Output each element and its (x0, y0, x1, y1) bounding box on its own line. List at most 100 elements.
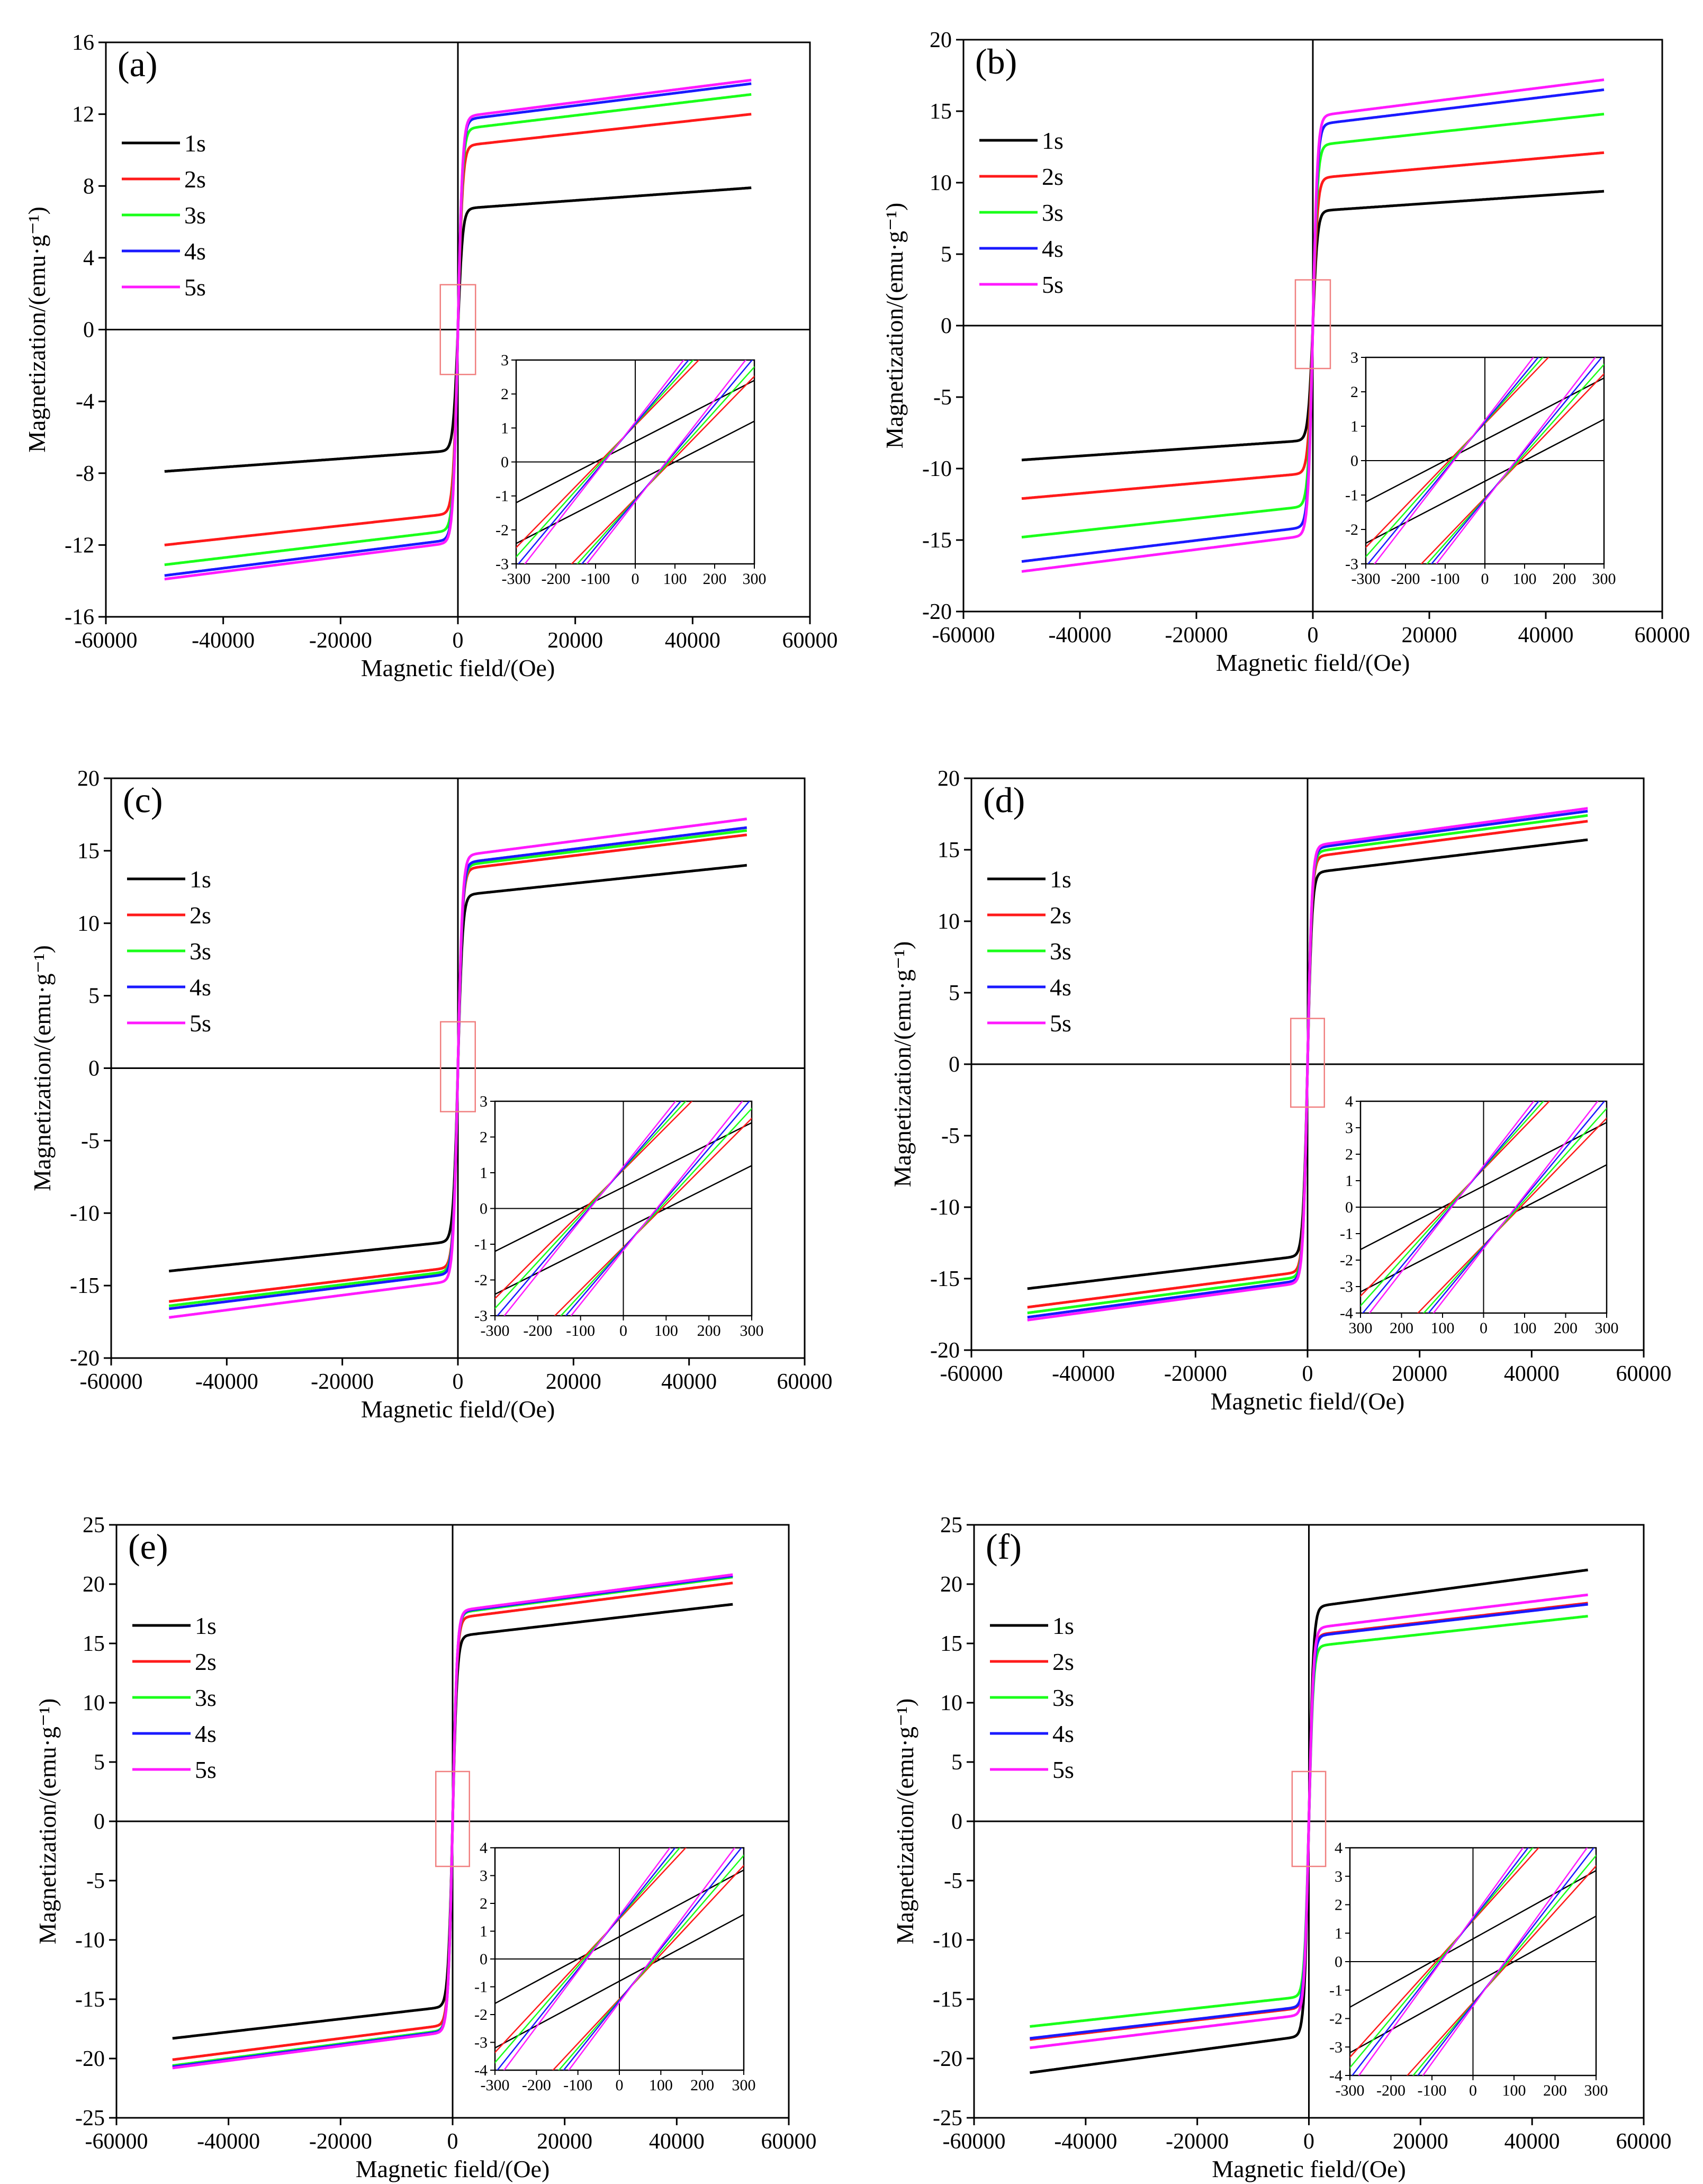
x-tick-label: -40000 (1052, 1362, 1115, 1386)
inset-branch-1s-desc (495, 1122, 752, 1252)
inset-y-tick-label: 3 (1335, 1868, 1342, 1885)
inset-x-tick-label: -100 (581, 570, 610, 588)
zoom-box (435, 1770, 470, 1867)
inset-y-tick-label: -1 (1329, 1982, 1342, 1999)
inset-branch-5s-desc (1358, 1848, 1524, 2075)
inset-x-tick-label: 100 (1431, 1319, 1455, 1337)
y-tick-label: 20 (940, 1572, 962, 1597)
inset-x-tick-label: -200 (522, 2077, 551, 2094)
y-tick-label: 8 (83, 174, 94, 199)
panel-label: (c) (123, 780, 163, 820)
y-tick-label: 10 (77, 912, 100, 936)
inset-x-tick-label: -200 (1376, 2082, 1405, 2099)
inset-y-tick-label: -3 (474, 2034, 488, 2052)
y-tick-label: -10 (922, 457, 952, 481)
y-tick-label: 0 (94, 1810, 105, 1834)
inset-x-tick-label: -100 (566, 1322, 595, 1340)
y-tick-label: 0 (949, 1053, 960, 1077)
inset-branch-2s-asc (1406, 1865, 1596, 2075)
x-tick-label: -40000 (195, 1370, 258, 1394)
inset-y-tick-label: -4 (474, 2062, 488, 2079)
curve-5s (1027, 807, 1588, 1322)
inset-branch-3s-desc (1366, 357, 1544, 558)
inset-y-tick-label: -2 (1329, 2010, 1342, 2028)
inset-y-tick-label: -1 (1340, 1225, 1353, 1243)
y-tick-label: 20 (77, 767, 100, 791)
inset-y-tick-label: -2 (474, 1272, 488, 1289)
curve-5s (168, 817, 747, 1319)
y-tick-label: 25 (940, 1513, 962, 1538)
y-tick-label: 5 (88, 984, 100, 1009)
zoom-box (1290, 1018, 1325, 1108)
inset-x-tick-label: -200 (1391, 570, 1420, 588)
inset-y-tick-label: -4 (1329, 2067, 1342, 2084)
inset-y-tick-label: 0 (1345, 1199, 1353, 1216)
legend-label-1s: 1s (195, 1612, 217, 1639)
panel-label: (d) (983, 780, 1025, 820)
legend-label-3s: 3s (1052, 1684, 1074, 1711)
legend-label-2s: 2s (195, 1648, 217, 1675)
inset-y-tick-label: 2 (1335, 1897, 1342, 1914)
x-axis-title: Magnetic field/(Oe) (361, 1396, 555, 1423)
legend-label-3s: 3s (1050, 938, 1071, 965)
inset-x-tick-label: 200 (690, 2077, 714, 2094)
x-tick-label: -40000 (197, 2129, 260, 2154)
inset-y-tick-label: 0 (480, 1951, 488, 1968)
y-tick-label: 5 (941, 242, 952, 267)
inset-y-tick-label: 3 (1350, 349, 1358, 366)
inset-x-tick-label: 0 (1481, 570, 1489, 588)
y-tick-label: 25 (83, 1513, 105, 1538)
y-tick-label: 10 (938, 910, 960, 934)
y-tick-label: 10 (83, 1691, 105, 1715)
inset-x-tick-label: 0 (632, 570, 639, 588)
legend-label-3s: 3s (184, 202, 206, 229)
inset-branch-2s-asc (1417, 1117, 1607, 1313)
y-tick-label: 10 (940, 1691, 962, 1715)
inset-y-tick-label: 1 (501, 419, 509, 437)
zoom-box (440, 1021, 476, 1112)
inset-branch-4s-asc (563, 1848, 743, 2070)
y-tick-label: -5 (941, 1124, 960, 1148)
zoom-box (1294, 279, 1331, 370)
inset-x-tick-label: 200 (697, 1322, 721, 1340)
y-tick-label: -15 (930, 1267, 960, 1291)
inset-curves (1350, 1848, 1596, 2075)
inset-x-tick-label: 100 (663, 570, 687, 588)
inset-y-tick-label: 2 (1345, 1146, 1353, 1163)
panel-b: -60000 -40000 -20000 0 20000 40000 60000-20-15… (881, 28, 1690, 676)
legend-label-4s: 4s (184, 238, 206, 265)
inset-curves (516, 360, 754, 564)
inset-branch-1s-desc (495, 1869, 744, 2005)
inset-branch-1s-desc (1360, 1121, 1607, 1251)
inset-branch-4s-desc (1351, 1848, 1529, 2075)
inset-branch-2s-desc (1366, 357, 1549, 549)
legend-label-4s: 4s (195, 1720, 217, 1747)
y-tick-label: -15 (933, 1988, 962, 2012)
y-axis-title: Magnetization/(emu·g⁻¹) (891, 1698, 918, 1945)
inset-branch-5s-desc (1368, 1101, 1535, 1313)
curve-5s (1021, 78, 1605, 573)
panel-e: -60000 -40000 -20000 0 20000 40000 60000-25-20… (34, 1513, 817, 2182)
y-tick-label: -20 (930, 1338, 960, 1363)
legend-label-1s: 1s (184, 130, 206, 157)
inset: -300 -200 -100 0 100 200 300 -3 -2 -1 0 1 2 3 (474, 1093, 764, 1340)
x-tick-label: -20000 (1164, 1362, 1227, 1386)
panel-c: -60000 -40000 -20000 0 20000 40000 60000-20-15… (29, 767, 833, 1423)
x-tick-label: -40000 (1049, 623, 1112, 648)
inset-x-tick-label: 300 (743, 570, 767, 588)
inset-branch-3s-desc (516, 360, 695, 558)
x-tick-label: 40000 (1504, 2129, 1560, 2154)
legend-label-5s: 5s (1042, 271, 1064, 298)
x-tick-label: -20000 (309, 2129, 372, 2154)
inset: -300 -200 -100 0 100 200 300 -4 -3 -2 -1 0 1 2 3 4 (474, 1839, 756, 2094)
inset-x-tick-label: 200 (1554, 1319, 1578, 1337)
curve-5s (1030, 1593, 1588, 2050)
inset-branch-5s-asc (570, 1101, 743, 1316)
x-tick-label: 20000 (537, 2129, 592, 2154)
y-tick-label: 16 (72, 31, 94, 55)
y-tick-label: -16 (65, 605, 94, 630)
x-tick-label: 20000 (547, 628, 603, 653)
y-tick-label: -15 (75, 1988, 105, 2012)
inset-branch-3s-asc (558, 1854, 744, 2070)
inset-x-tick-label: 100 (649, 2077, 673, 2094)
